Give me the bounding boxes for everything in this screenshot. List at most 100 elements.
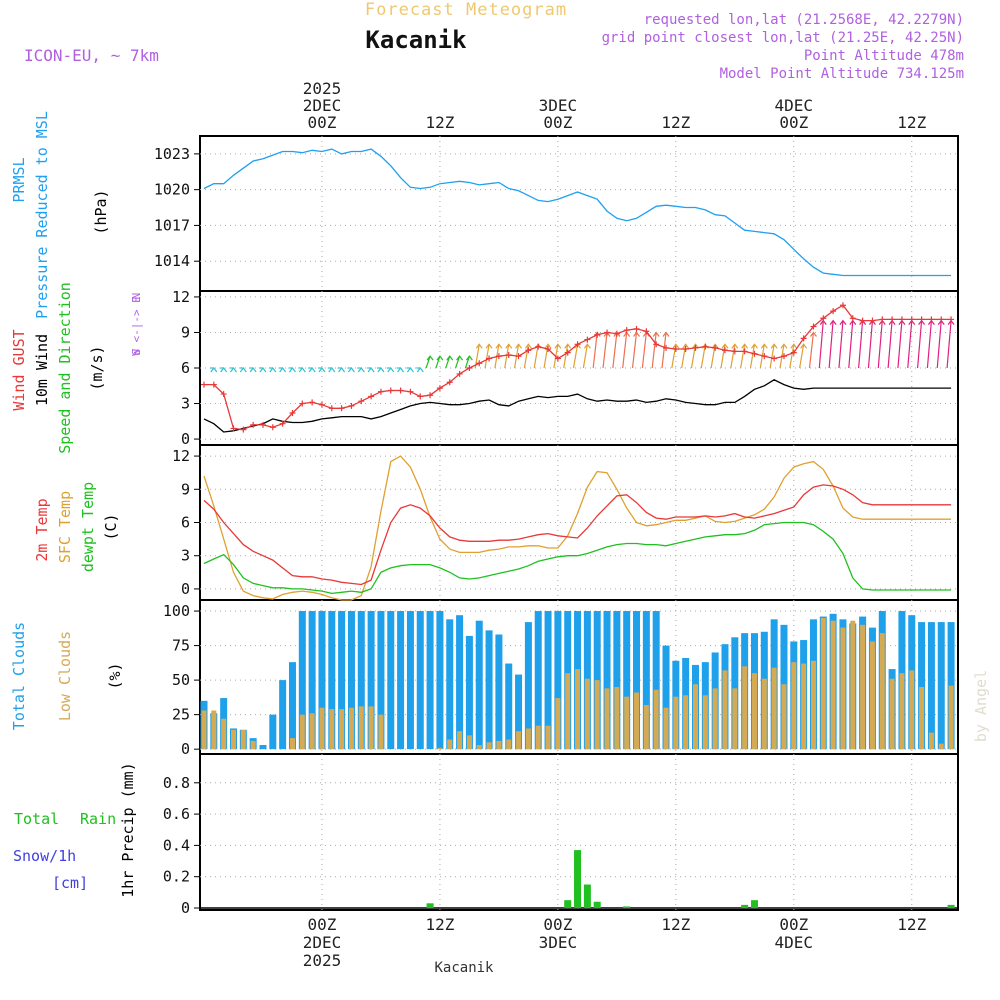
wind-gust-point (230, 425, 237, 432)
low-cloud-bar (702, 695, 708, 750)
prmsl-label: PRMSL (10, 157, 28, 202)
wind-labels: Wind GUST 10m Wind Speed and Direction (… (10, 282, 143, 454)
precip-unit-label: 1hr Precip (mm) (119, 762, 137, 897)
wind-direction-arrow (858, 320, 864, 369)
wind-arrow-head (711, 343, 719, 349)
y-tick-label: 0 (181, 740, 190, 758)
wind-arrow-head (800, 343, 808, 349)
bottom-time-label: 12Z (425, 915, 454, 934)
low-cloud-bar (486, 742, 492, 750)
rain-bar (750, 900, 758, 908)
wind-gust-point (377, 388, 384, 395)
wind-gust-point (869, 317, 876, 324)
wind-gust-point (820, 315, 827, 322)
y-tick-label: 0.2 (163, 868, 190, 886)
wind-direction-arrow (936, 320, 942, 369)
total-cloud-bar (534, 611, 542, 750)
total-cloud-bar (406, 611, 414, 750)
low-cloud-bar (575, 669, 581, 750)
wind-gust-point (682, 346, 689, 353)
low-cloud-bar (604, 688, 610, 750)
wind-arrow-head (790, 343, 798, 349)
wind-arrow-head (829, 319, 837, 325)
y-tick-label: 75 (172, 637, 190, 655)
cloud-panel: 0 25 50 75 100 (163, 602, 958, 758)
wind-gust-point (712, 344, 719, 351)
wind-arrow-head (279, 367, 287, 373)
wind-gust-point (564, 349, 571, 356)
page-title: Kacanik (365, 26, 467, 54)
total-cloud-bar (465, 635, 473, 750)
low-cloud-bar (496, 740, 502, 750)
wind-gust-point (309, 399, 316, 406)
panel-frame (199, 753, 959, 911)
low-cloud-bar (801, 663, 807, 750)
total-cloud-bar (416, 611, 424, 750)
wind-gust-point (692, 344, 699, 351)
low-cloud-bar (840, 627, 846, 750)
top-time-label: 4DEC (775, 96, 814, 115)
snow-unit-label: [cm] (52, 874, 88, 892)
low-cloud-bar (889, 678, 895, 750)
total-cloud-bar (269, 714, 277, 750)
total-cloud-bar (298, 611, 306, 750)
wind-arrow-head (652, 331, 660, 337)
temperature-panel: 0 3 6 9 12 (172, 447, 958, 601)
y-tick-label: 50 (172, 671, 190, 689)
wind-arrow-head (220, 367, 228, 373)
low-clouds-label: Low Clouds (56, 631, 74, 721)
wind-gust-point (830, 308, 837, 315)
wind-gust-point (318, 401, 325, 408)
wind-arrow-head (288, 367, 296, 373)
wind-gust-point (525, 347, 532, 354)
wind-direction-arrow (464, 355, 470, 369)
low-cloud-bar (663, 707, 669, 750)
low-cloud-bar (378, 714, 384, 750)
low-cloud-bar (230, 729, 236, 750)
wind-speed-line (203, 379, 952, 433)
wind-gust-point (446, 379, 453, 386)
bottom-time-label: 00Z (543, 915, 572, 934)
y-tick-label: 12 (172, 288, 190, 306)
wind-gust-point (908, 316, 915, 323)
low-cloud-bar (476, 745, 482, 750)
snow-label: Snow/1h (13, 847, 76, 865)
temp-labels: 2m Temp SFC Temp dewpt Temp (C) (33, 482, 120, 572)
y-tick-label: 0 (181, 580, 190, 598)
wind-gust-point (928, 316, 935, 323)
total-precip-label: Total (14, 810, 59, 828)
low-cloud-bar (791, 662, 797, 750)
rain-bar (574, 850, 582, 908)
wind-direction-arrow (769, 344, 775, 369)
total-cloud-bar (515, 674, 523, 750)
wind-gust-point (545, 346, 552, 353)
wind-direction-arrow (651, 332, 657, 369)
wind-arrow-head (809, 331, 817, 337)
bottom-time-label: 2DEC (303, 933, 342, 952)
total-cloud-bar (662, 645, 670, 750)
wind-arrow-head (583, 343, 591, 349)
y-tick-label: 3 (181, 395, 190, 413)
wind-arrow-head (544, 343, 552, 349)
low-cloud-bar (869, 641, 875, 750)
bottom-time-label: 4DEC (775, 933, 814, 952)
wind-direction-arrow (749, 344, 756, 369)
total-cloud-bar (937, 622, 945, 750)
wind-gust-point (790, 349, 797, 356)
temp-2m-label: 2m Temp (33, 498, 51, 561)
wind-gust-point (495, 353, 502, 360)
low-cloud-bar (516, 731, 522, 750)
y-tick-label: 0.4 (163, 836, 190, 854)
total-cloud-bar (338, 611, 346, 750)
wind-gust-point (348, 402, 355, 409)
compass-n: N (130, 293, 143, 300)
bottom-time-label: 12Z (661, 915, 690, 934)
rain-bar (593, 901, 601, 908)
cloud-labels: Total Clouds Low Clouds (%) (10, 622, 124, 730)
compass-s: S (130, 349, 143, 356)
wind-gust-point (780, 353, 787, 360)
wind-gust-point (623, 327, 630, 334)
